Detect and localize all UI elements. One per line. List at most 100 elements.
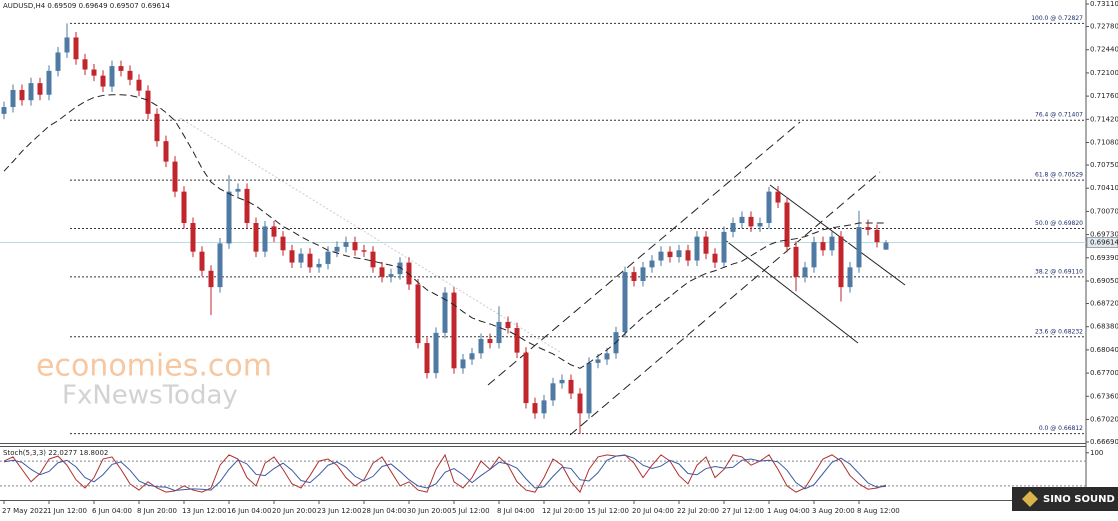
candle-body [217, 243, 223, 288]
x-tick-label: 8 Aug 12:00 [857, 507, 900, 515]
fib-label: 61.8 @ 0.70529 [1035, 172, 1083, 179]
candle-body [829, 236, 835, 251]
candle-body [109, 66, 115, 87]
candle-body [595, 359, 601, 363]
candle-body [388, 274, 394, 277]
y-tick-label: 0.69390 [1090, 254, 1118, 262]
candle-body [325, 251, 331, 264]
y-tick-label: 0.71420 [1090, 115, 1118, 123]
logo: SINO SOUND [1012, 487, 1118, 511]
candle-body [154, 113, 160, 142]
x-tick-label: 13 Jun 12:00 [182, 507, 226, 515]
candle-body [793, 246, 799, 277]
y-tick-label: 0.68380 [1090, 323, 1118, 331]
watermark-brand: FxNewsToday [62, 381, 238, 411]
candle-body [46, 70, 52, 95]
candle-body [460, 359, 466, 369]
candle-body [631, 272, 637, 281]
candle-body [181, 191, 187, 224]
candle-body [541, 400, 547, 414]
current-price-box [1086, 237, 1118, 248]
candle-body [487, 338, 493, 344]
candle-body [244, 188, 250, 224]
candle-body [127, 70, 133, 80]
y-tick-label: 0.71080 [1090, 139, 1118, 147]
candle-body [712, 253, 718, 263]
x-tick-label: 12 Jul 20:00 [542, 507, 584, 515]
candle-body [874, 229, 880, 243]
candle-body [730, 223, 736, 232]
x-tick-label: 16 Jun 04:00 [227, 507, 271, 515]
candle-body [622, 272, 628, 333]
candle-body [883, 242, 889, 250]
x-tick-label: 15 Jul 12:00 [587, 507, 629, 515]
candle-body [451, 292, 457, 369]
candle-body [415, 284, 421, 344]
candle-body [505, 321, 511, 329]
candle-body [577, 393, 583, 414]
candle-body [91, 69, 97, 76]
y-tick-label: 0.70410 [1090, 184, 1118, 192]
candle-body [136, 79, 142, 91]
x-tick-label: 8 Jul 04:00 [497, 507, 535, 515]
candle-body [847, 267, 853, 288]
candle-body [676, 250, 682, 258]
candle-body [64, 37, 70, 53]
y-tick-label: 0.66690 [1090, 438, 1118, 446]
candle-body [253, 223, 259, 252]
candle-body [784, 202, 790, 247]
candle-body [199, 251, 205, 271]
y-tick-label: 0.69730 [1090, 231, 1118, 239]
y-tick-label: 0.67360 [1090, 392, 1118, 400]
candle-body [343, 242, 349, 247]
candle-body [775, 191, 781, 203]
x-tick-label: 20 Jul 04:00 [632, 507, 674, 515]
candle-body [568, 379, 574, 394]
candle-body [469, 353, 475, 360]
x-tick-label: 22 Jul 20:00 [677, 507, 719, 515]
y-tick-label: 0.68040 [1090, 346, 1118, 354]
candle-body [802, 267, 808, 277]
y-tick-label: 0.72100 [1090, 69, 1118, 77]
x-tick-label: 5 Jul 12:00 [452, 507, 490, 515]
x-tick-label: 28 Jun 04:00 [362, 507, 406, 515]
channel-line [724, 239, 859, 344]
x-tick-label: 27 May 2022 [2, 507, 48, 515]
candle-body [649, 260, 655, 268]
x-tick-label: 30 Jun 20:00 [407, 507, 451, 515]
candle-body [307, 253, 313, 268]
x-tick-label: 1 Aug 04:00 [767, 507, 810, 515]
y-tick-label: 0.73110 [1090, 0, 1118, 8]
candle-body [838, 236, 844, 288]
candle-body [397, 262, 403, 275]
y-tick-label: 0.70070 [1090, 207, 1118, 215]
x-tick-label: 27 Jul 12:00 [722, 507, 764, 515]
candle-body [658, 251, 664, 261]
candle-body [694, 236, 700, 261]
channel-line [769, 184, 906, 286]
candle-body [280, 236, 286, 251]
candle-body [361, 250, 367, 252]
candle-body [721, 231, 727, 263]
y-tick-label: 0.67020 [1090, 415, 1118, 423]
candle-body [478, 338, 484, 354]
candle-body [811, 242, 817, 268]
channel-line [487, 121, 801, 386]
fib-label: 76.4 @ 0.71407 [1035, 112, 1083, 119]
candle-body [739, 216, 745, 224]
x-tick-label: 23 Jun 12:00 [317, 507, 361, 515]
y-tick-label: 0.68720 [1090, 299, 1118, 307]
candle-body [703, 236, 709, 254]
candle-body [559, 379, 565, 384]
candle-body [523, 352, 529, 404]
candle-body [685, 250, 691, 261]
candle-body [352, 242, 358, 251]
logo-text: SINO SOUND [1043, 494, 1115, 505]
channel-line [569, 171, 881, 436]
candle-body [163, 141, 169, 162]
x-tick-label: 6 Jun 04:00 [92, 507, 132, 515]
logo-icon [1022, 491, 1038, 507]
candle-body [118, 66, 124, 71]
watermark-brand: economies.com [36, 349, 272, 384]
candle-body [379, 267, 385, 277]
